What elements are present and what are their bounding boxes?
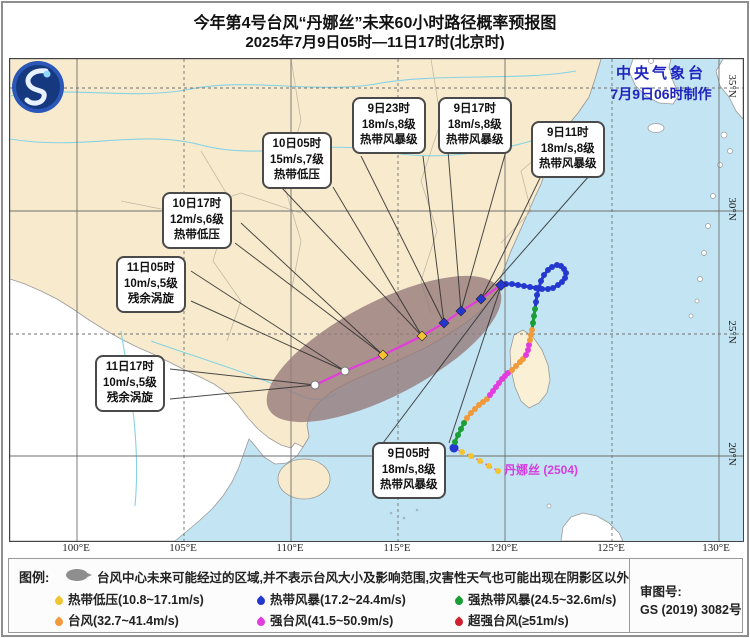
lat-tick-35n: 35°N: [726, 74, 738, 98]
jeju-island: [647, 123, 665, 133]
legend-item-ssty: 超强台风(≥51m/s): [453, 610, 569, 629]
agency-name: 中央气象台: [615, 65, 706, 82]
forecast-label-10d05h: 10日05时 15m/s,7级 热带低压: [262, 132, 332, 189]
ryukyu-islands: [648, 59, 733, 319]
ty-pin-icon: [53, 616, 65, 628]
ts-pin-icon: [255, 595, 267, 607]
korea-land: [628, 59, 680, 105]
lon-tick-100e: 100°E: [62, 542, 90, 554]
forecast-label-9d11h: 9日11时 18m/s,8级 热带风暴级: [531, 121, 605, 178]
lon-tick-120e: 120°E: [490, 542, 518, 554]
japan-land: [715, 59, 743, 120]
forecast-label-10d17h: 10日17时 12m/s,6级 热带低压: [162, 192, 232, 249]
sty-pin-icon: [255, 616, 267, 628]
paracel-islets: [389, 508, 419, 520]
legend-item-sty: 强台风(41.5~50.9m/s): [255, 610, 393, 629]
lat-tick-20n: 20°N: [726, 442, 738, 466]
cone-legend-icon: [66, 569, 92, 581]
observed-track-points: [449, 262, 569, 474]
forecast-label-9d23h: 9日23时 18m/s,8级 热带风暴级: [352, 97, 426, 154]
luzon-land: [560, 512, 624, 541]
forecast-label-11d17h: 11日17时 10m/s,5级 残余涡旋: [95, 355, 165, 412]
page-title: 今年第4号台风“丹娜丝”未来60小时路径概率预报图: [193, 15, 557, 32]
lon-tick-125e: 125°E: [597, 542, 625, 554]
ssty-pin-icon: [453, 616, 465, 628]
lat-tick-30n: 30°N: [726, 197, 738, 221]
islet: [546, 503, 552, 509]
forecast-label-9d17h: 9日17时 18m/s,8级 热带风暴级: [438, 97, 512, 154]
lon-tick-115e: 115°E: [383, 542, 411, 554]
forecast-label-11d05h: 11日05时 10m/s,5级 残余涡旋: [116, 256, 186, 313]
forecast-label-9d05h: 9日05时 18m/s,8级 热带风暴级: [372, 442, 446, 499]
sts-pin-icon: [453, 595, 465, 607]
legend-title: 图例:: [19, 570, 50, 585]
map-approval-number: 审图号: GS (2019) 3082号: [629, 559, 742, 632]
lon-tick-110e: 110°E: [276, 542, 304, 554]
cma-logo-icon: [12, 61, 64, 113]
leader-lines: [169, 150, 590, 444]
legend-item-ts: 热带风暴(17.2~24.4m/s): [255, 589, 406, 608]
forecast-track-points: [310, 279, 507, 390]
legend-item-sts: 强热带风暴(24.5~32.6m/s): [453, 589, 616, 608]
td-pin-icon: [53, 595, 65, 607]
storm-name-label: 丹娜丝 (2504): [504, 463, 579, 477]
page-subtitle: 2025年7月9日05时—11日17时(北京时): [245, 34, 505, 51]
hainan-island: [277, 458, 331, 500]
lat-tick-25n: 25°N: [726, 320, 738, 344]
legend-item-td: 热带低压(10.8~17.1m/s): [53, 589, 204, 608]
agency-watermark: 中央气象台 7月9日06时制作: [596, 62, 726, 104]
agency-issued-time: 7月9日06时制作: [610, 86, 712, 102]
legend-item-ty: 台风(32.7~41.4m/s): [53, 610, 179, 629]
lon-tick-105e: 105°E: [169, 542, 197, 554]
legend-panel: 图例: 台风中心未来可能经过的区域,并不表示台风大小及影响范围,灾害性天气也可能…: [8, 558, 743, 633]
lon-tick-130e: 130°E: [702, 542, 730, 554]
cone-note: 台风中心未来可能经过的区域,并不表示台风大小及影响范围,灾害性天气也可能出现在阴…: [97, 571, 629, 585]
